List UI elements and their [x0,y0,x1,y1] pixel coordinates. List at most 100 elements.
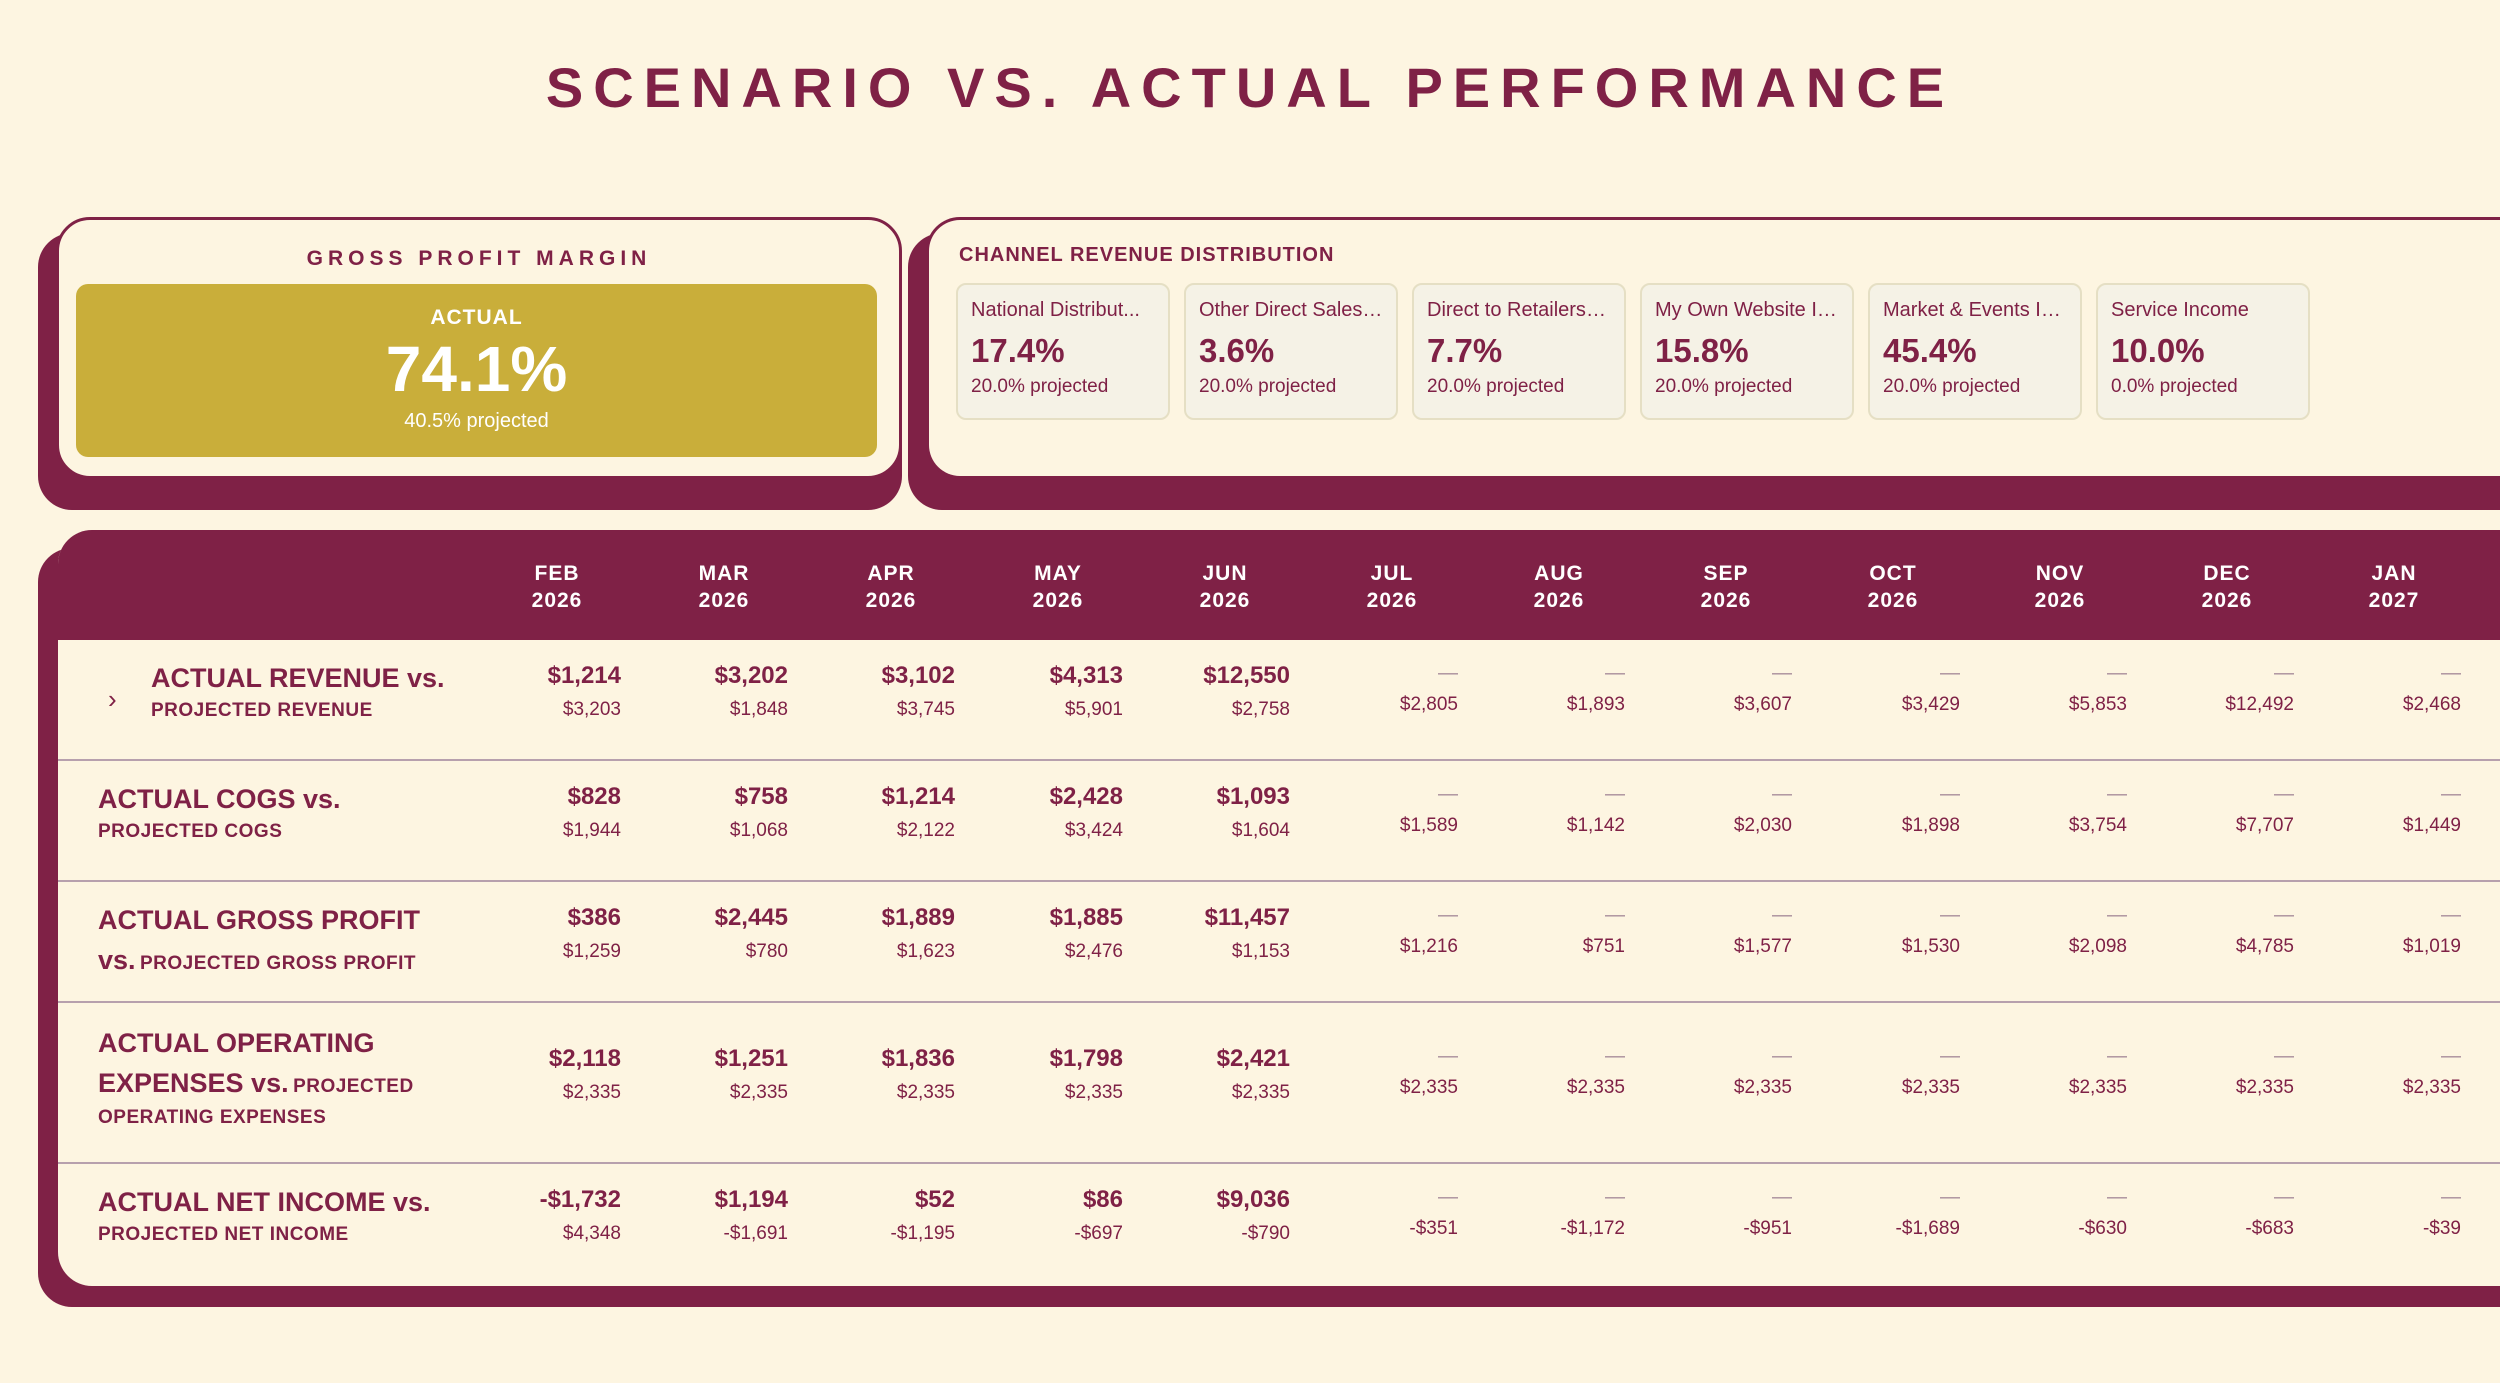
actual-value: $1,836 [881,1045,955,1072]
column-header: AUG 2026 [1479,560,1639,614]
actual-value: $1,885 [1049,904,1123,931]
table-cell: $3,202 $1,848 [648,662,788,721]
row-label: ACTUAL NET INCOME vs. PROJECTED NET INCOM… [98,1182,431,1246]
no-data-dash: — [1940,1186,1960,1208]
projected-value: $2,468 [2402,694,2461,715]
column-header: MAY 2026 [978,560,1138,614]
row-label-sub: PROJECTED COGS [98,821,283,842]
projected-value: $2,098 [2068,936,2127,957]
projected-value: $2,335 [1901,1077,1960,1098]
projected-value: $1,848 [729,699,788,720]
actual-value: $1,889 [881,904,955,931]
column-year: 2026 [1366,589,1418,612]
table-cell: — $2,335 [1318,1045,1458,1099]
chevron-right-icon[interactable]: › [108,684,117,714]
projected-value: -$683 [2245,1218,2294,1239]
column-year: 2026 [1533,589,1585,612]
table-cell: $4,313 $5,901 [983,662,1123,721]
channel-tile[interactable]: Service Income 10.0% 0.0% projected [2096,283,2310,420]
table-cell: — $2,335 [2154,1045,2294,1099]
projected-value: $2,335 [1231,1082,1290,1103]
table-cell: — $4,785 [2154,904,2294,958]
channel-projected: 20.0% projected [1199,376,1337,397]
column-month: MAY [1034,562,1082,585]
projected-value: $2,122 [896,820,955,841]
no-data-dash: — [1438,1045,1458,1067]
channel-tile[interactable]: Other Direct Sales ... 3.6% 20.0% projecte… [1184,283,1398,420]
channel-percent: 17.4% [971,332,1065,369]
channel-revenue-card-body: CHANNEL REVENUE DISTRIBUTION National Di… [926,217,2500,479]
table-cell: — $3,429 [1820,662,1960,716]
table-cell: — $1,142 [1485,783,1625,837]
projected-value: -$351 [1409,1218,1458,1239]
projected-value: $1,604 [1231,820,1290,841]
projected-value: $1,530 [1901,936,1960,957]
actual-value: $86 [1082,1186,1123,1213]
projected-value: $2,335 [2068,1077,2127,1098]
projected-value: $5,901 [1064,699,1123,720]
channel-tile[interactable]: Market & Events In... 45.4% 20.0% projecte… [1868,283,2082,420]
table-cell: — $7,707 [2154,783,2294,837]
actual-value: $1,798 [1049,1045,1123,1072]
projected-value: $2,335 [1399,1077,1458,1098]
table-cell: — $1,577 [1652,904,1792,958]
row-label-sub: PROJECTED GROSS PROFIT [140,953,416,974]
table-cell: — $1,893 [1485,662,1625,716]
table-cell: — -$1,689 [1820,1186,1960,1240]
actual-value: $2,421 [1216,1045,1290,1072]
table-cell: — $2,468 [2321,662,2461,716]
table-cell: $86 -$697 [983,1186,1123,1245]
projected-value: -$39 [2422,1218,2461,1239]
table-cell: $1,093 $1,604 [1150,783,1290,842]
projected-value: $1,216 [1399,936,1458,957]
projected-value: $2,335 [1064,1082,1123,1103]
page-title: SCENARIO VS. ACTUAL PERFORMANCE [545,56,1955,119]
projected-value: $7,707 [2235,815,2294,836]
no-data-dash: — [2274,904,2294,926]
gross-profit-metric-box: ACTUAL 74.1% 40.5% projected [76,284,877,457]
row-label-line: ACTUAL NET INCOME vs. [98,1187,431,1217]
projected-value: -$1,691 [723,1223,788,1244]
no-data-dash: — [2441,662,2461,684]
table-cell: — $2,335 [1652,1045,1792,1099]
actual-value: $386 [567,904,621,931]
no-data-dash: — [1940,1045,1960,1067]
gross-profit-value: 74.1% [385,333,568,405]
column-year: 2026 [1199,589,1251,612]
channel-tile[interactable]: Direct to Retailers I... 7.7% 20.0% projec… [1412,283,1626,420]
table-cell: — -$683 [2154,1186,2294,1240]
projected-value: $2,335 [562,1082,621,1103]
actual-value: $3,102 [881,662,955,689]
projected-value: $780 [745,941,788,962]
projected-value: $751 [1582,936,1625,957]
projected-value: $4,785 [2235,936,2294,957]
table-cell: — $2,335 [1820,1045,1960,1099]
projected-value: -$951 [1743,1218,1792,1239]
gross-profit-card-body: GROSS PROFIT MARGIN ACTUAL 74.1% 40.5% p… [56,217,902,479]
channel-revenue-card: CHANNEL REVENUE DISTRIBUTION National Di… [908,217,2500,510]
no-data-dash: — [1605,1186,1625,1208]
table-cell: $828 $1,944 [481,783,621,842]
row-label: ACTUAL REVENUE vs. PROJECTED REVENUE [151,658,445,722]
actual-value: $1,214 [881,783,955,810]
actual-value: $1,251 [714,1045,788,1072]
no-data-dash: — [1605,1045,1625,1067]
no-data-dash: — [1772,1045,1792,1067]
performance-table: FEB 2026 MAR 2026 APR 2026 MAY 2026 JUN 2026 JUL 20… [58,530,2500,1286]
projected-value: $1,449 [2402,815,2461,836]
projected-value: $2,335 [896,1082,955,1103]
column-year: 2026 [1700,589,1752,612]
column-month: AUG [1534,562,1584,585]
channel-tile[interactable]: National Distribut... 17.4% 20.0% projecte… [956,283,1170,420]
column-header: NOV 2026 [1980,560,2140,614]
no-data-dash: — [1772,662,1792,684]
channel-tile[interactable]: My Own Website In... 15.8% 20.0% projected [1640,283,1854,420]
column-header: FEB 2026 [477,560,637,614]
no-data-dash: — [1438,662,1458,684]
projected-value: -$697 [1074,1223,1123,1244]
column-year: 2026 [1032,589,1084,612]
row-label-line: EXPENSES vs. PROJECTED [98,1063,414,1103]
actual-value: $1,214 [547,662,621,689]
no-data-dash: — [1605,783,1625,805]
no-data-dash: — [1438,1186,1458,1208]
